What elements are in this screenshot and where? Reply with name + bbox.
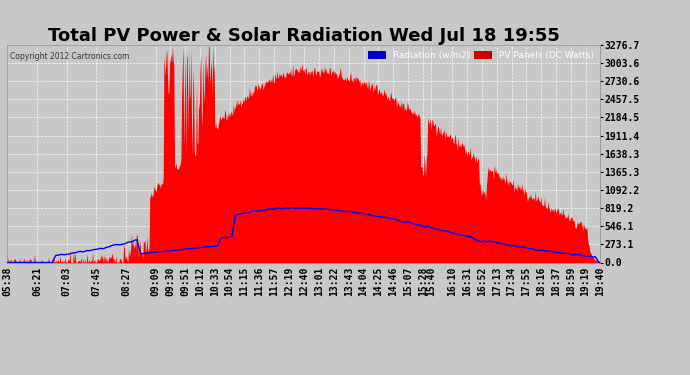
- Text: Copyright 2012 Cartronics.com: Copyright 2012 Cartronics.com: [10, 51, 129, 60]
- Title: Total PV Power & Solar Radiation Wed Jul 18 19:55: Total PV Power & Solar Radiation Wed Jul…: [48, 27, 560, 45]
- Legend: Radiation (w/m2), PV Panels (DC Watts): Radiation (w/m2), PV Panels (DC Watts): [366, 50, 595, 62]
